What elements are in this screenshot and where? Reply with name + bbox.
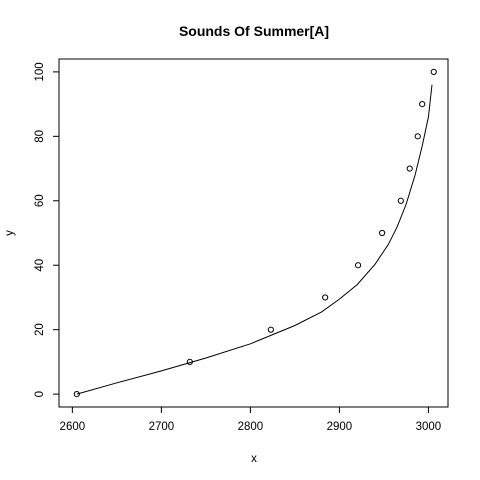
y-tick-label: 20: [34, 323, 46, 336]
x-tick-label: 2600: [60, 421, 86, 433]
x-axis: 2600 2700 2800 2900 3000: [60, 407, 442, 433]
data-point: [397, 197, 404, 204]
data-point: [186, 358, 193, 365]
x-tick-label: 3000: [416, 421, 442, 433]
data-point: [322, 294, 329, 301]
plot-frame: [58, 58, 449, 408]
data-point: [379, 229, 386, 237]
data-point: [73, 391, 80, 398]
x-tick-label: 2700: [149, 421, 175, 433]
data-point: [414, 133, 421, 140]
x-tick-label: 2900: [327, 421, 353, 433]
y-tick-label: 80: [34, 130, 46, 143]
x-tick-label: 2800: [238, 421, 264, 433]
y-tick-label: 0: [34, 391, 46, 397]
data-point: [354, 262, 362, 269]
chart-title: Sounds Of Summer[A]: [179, 23, 329, 39]
y-axis: 0 20 40 60 80 100: [34, 62, 59, 397]
data-point: [406, 165, 413, 172]
y-tick-label: 60: [34, 194, 46, 207]
data-point: [419, 101, 426, 108]
x-axis-label: x: [251, 453, 257, 465]
y-axis-label: y: [4, 230, 16, 236]
y-tick-label: 40: [34, 259, 46, 272]
fit-curve-line: [76, 84, 433, 395]
y-tick-label: 100: [34, 62, 46, 81]
data-point: [430, 68, 437, 75]
data-points: [73, 68, 437, 398]
data-point: [267, 326, 274, 333]
